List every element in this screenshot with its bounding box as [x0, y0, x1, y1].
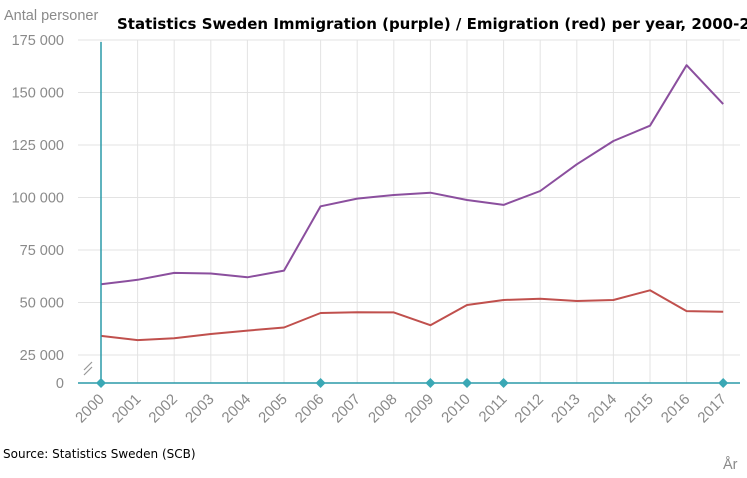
x-tick-label: 2014: [585, 391, 621, 427]
x-tick-label: 2007: [328, 391, 364, 427]
x-tick-label: 2017: [694, 391, 730, 427]
x-axis-label: År: [723, 456, 738, 473]
event-marker[interactable]: [718, 378, 729, 388]
y-tick-label: 125 000: [12, 138, 64, 154]
y-tick-label: 75 000: [20, 243, 64, 259]
source-note: Source: Statistics Sweden (SCB): [3, 447, 196, 461]
x-axis-markers: [96, 378, 729, 388]
x-tick-label: 2001: [109, 391, 145, 427]
x-tick-label: 2003: [182, 391, 218, 427]
event-marker[interactable]: [315, 378, 326, 388]
y-tick-label: 50 000: [20, 296, 64, 312]
event-marker[interactable]: [498, 378, 509, 388]
series-line-emigration: [100, 289, 724, 342]
y-tick-label: 175 000: [12, 33, 64, 49]
y-axis-ticks: 0 25 000 50 000 75 000 100 000 125 000 150 000…: [12, 33, 64, 392]
event-marker[interactable]: [425, 378, 436, 388]
y-tick-label: 25 000: [20, 348, 64, 364]
y-axis-label: Antal personer: [4, 8, 98, 24]
grid-lines: [78, 39, 740, 383]
y-tick-label: 150 000: [12, 86, 64, 102]
x-tick-label: 2004: [219, 391, 255, 427]
x-tick-label: 2005: [255, 391, 291, 427]
series-line-immigration: [100, 64, 724, 286]
x-tick-label: 2002: [145, 391, 181, 427]
axis-break-mark: [83, 366, 93, 376]
series-lines: [100, 64, 724, 342]
x-tick-label: 2011: [476, 391, 511, 426]
axis-break-mark: [83, 361, 93, 371]
chart-title: Statistics Sweden Immigration (purple) /…: [117, 15, 747, 33]
x-tick-label: 2012: [511, 391, 547, 427]
x-tick-label: 2015: [621, 391, 657, 427]
y-tick-label: 0: [56, 376, 64, 392]
y-tick-label: 100 000: [12, 191, 64, 207]
x-tick-label: 2006: [292, 391, 328, 427]
axes: [78, 42, 740, 384]
x-tick-label: 2010: [438, 391, 474, 427]
x-tick-label: 2009: [402, 391, 438, 427]
x-tick-label: 2000: [72, 391, 108, 427]
x-tick-label: 2013: [548, 391, 584, 427]
x-tick-label: 2008: [365, 391, 401, 427]
event-marker[interactable]: [462, 378, 472, 388]
event-marker[interactable]: [96, 378, 106, 388]
x-tick-label: 2016: [658, 391, 694, 427]
x-axis-ticks: 2000 2001 2002 2003 2004 2005 2006 2007 2008 2009…: [72, 391, 730, 427]
